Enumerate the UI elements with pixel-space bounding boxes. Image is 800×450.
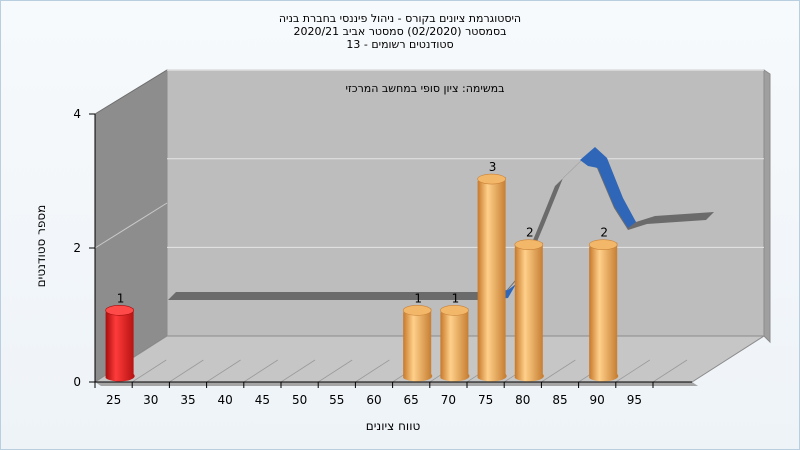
- data-label: 1: [414, 291, 422, 305]
- bars: [105, 173, 619, 382]
- y-tick-label: 2: [73, 241, 81, 255]
- bar-top: [105, 305, 134, 316]
- floor-gridline: [652, 359, 688, 383]
- bar-top: [440, 305, 469, 316]
- axes: 0 2 4 25 30 35 40 45 50 55 60 65 70 75 80 85 90 95: [73, 107, 692, 407]
- bar-body: [403, 308, 433, 382]
- data-label: 2: [600, 226, 608, 240]
- bar: [105, 305, 135, 382]
- x-tick-label: 50: [292, 393, 307, 407]
- floor-gridline: [317, 359, 353, 383]
- bar-body: [514, 242, 544, 382]
- data-label: 1: [452, 291, 460, 305]
- data-label: 2: [526, 226, 534, 240]
- x-tick-label: 25: [106, 393, 121, 407]
- x-tick-label: 80: [515, 393, 530, 407]
- floor-gridline: [280, 359, 316, 383]
- x-axis-label: טווח ציונים: [366, 419, 421, 433]
- y-axis-label: מספר סטודנטים: [34, 205, 48, 288]
- floor-gridline: [243, 359, 279, 383]
- data-label: 3: [489, 160, 497, 174]
- bar: [402, 305, 433, 382]
- x-tick-label: 55: [329, 393, 344, 407]
- x-tick-label: 45: [255, 393, 270, 407]
- x-tick-label: 30: [143, 393, 158, 407]
- bar: [588, 239, 619, 382]
- gridlines: [94, 69, 764, 383]
- right-wall: [763, 69, 771, 344]
- bar-body: [105, 308, 135, 382]
- x-tick-label: 60: [366, 393, 381, 407]
- x-tick-label: 90: [590, 393, 605, 407]
- floor-gridline: [541, 359, 576, 383]
- floor-gridline: [355, 359, 390, 383]
- y-tick-label: 0: [73, 375, 81, 389]
- chart-title-line-1: היסטוגרמת ציונים בקורס - ניהול פיננסי בח…: [279, 12, 521, 25]
- bar: [477, 173, 507, 382]
- bar-top: [477, 173, 506, 185]
- y-tick-label: 4: [73, 107, 81, 121]
- x-tick-label: 75: [478, 393, 493, 407]
- bar: [440, 305, 470, 382]
- x-tick-label: 40: [218, 393, 233, 407]
- bar-body: [589, 242, 619, 382]
- bar-top: [588, 239, 618, 250]
- x-tick-label: 70: [441, 393, 456, 407]
- bar-top: [514, 239, 544, 250]
- floor-gridline: [615, 359, 651, 383]
- x-tick-label: 65: [404, 393, 419, 407]
- chart-title-line-3: סטודנטים רשומים - 13: [346, 38, 453, 51]
- floor-gridline: [131, 359, 167, 383]
- bar-body: [440, 308, 470, 382]
- chart-title-line-2: בסמסטר (02/2020) סמסטר אביב 2020/21: [293, 25, 506, 38]
- bar: [514, 239, 544, 382]
- trend-ribbon-highlight: [580, 147, 636, 228]
- floor-front-edge: [95, 382, 698, 386]
- bar-body: [477, 177, 507, 382]
- floor-gridline: [169, 359, 204, 383]
- x-tick-label: 85: [552, 393, 567, 407]
- chart-subtitle: במשימה: ציון סופי במחשב המרכזי: [345, 82, 504, 95]
- data-labels: 1 1 1 3 2 2: [117, 160, 608, 305]
- x-tick-label: 35: [180, 393, 195, 407]
- x-tick-label: 95: [627, 393, 642, 407]
- wall-gridline: [94, 202, 168, 249]
- data-label: 1: [117, 291, 125, 305]
- floor-gridline: [206, 359, 241, 383]
- bar-top: [402, 305, 432, 316]
